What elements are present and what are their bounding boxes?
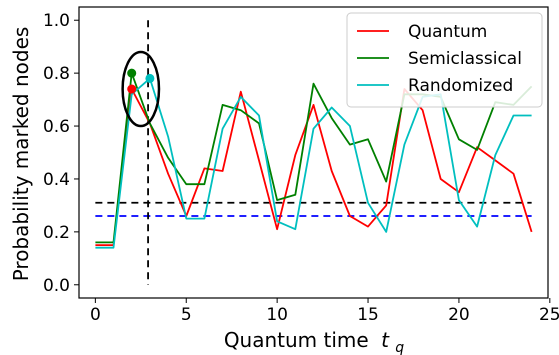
- y-tick-label: 0.8: [43, 64, 70, 84]
- legend-label-randomized: Randomized: [408, 76, 513, 96]
- x-tick-label: 15: [357, 305, 379, 325]
- legend-box: [346, 12, 543, 108]
- plot-content: [95, 20, 533, 285]
- series-line-randomized: [95, 77, 532, 249]
- y-axis: 0.0 0.2 0.4 0.6 0.8 1.0: [43, 11, 79, 296]
- y-tick-label: 0.0: [43, 276, 70, 296]
- y-tick-label: 1.0: [43, 11, 70, 31]
- y-tick-label: 0.4: [43, 170, 70, 190]
- x-axis-title-variable: t: [381, 328, 390, 352]
- x-tick-label: 10: [266, 305, 288, 325]
- x-axis: 0 5 10 15 20 25: [90, 298, 559, 325]
- highlight-point-semiclassical: [127, 68, 137, 78]
- series-line-quantum: [95, 88, 533, 247]
- x-tick-label: 25: [539, 305, 559, 325]
- x-axis-title-text: Quantum time: [224, 328, 369, 352]
- y-axis-title: Probability marked nodes: [9, 27, 33, 282]
- series-line-semiclassical: [95, 72, 533, 244]
- x-tick-label: 20: [448, 305, 470, 325]
- x-axis-title-subscript: q: [395, 340, 404, 355]
- y-tick-label: 0.6: [43, 117, 70, 137]
- x-tick-label: 0: [90, 305, 101, 325]
- plot-frame: [78, 6, 549, 299]
- highlight-point-randomized: [145, 73, 155, 83]
- legend: Quantum Semiclassical Randomized: [346, 12, 543, 108]
- x-tick-label: 5: [181, 305, 192, 325]
- annotation-ellipse: [121, 50, 161, 128]
- legend-label-semiclassical: Semiclassical: [408, 49, 522, 69]
- y-tick-label: 0.2: [43, 223, 70, 243]
- legend-label-quantum: Quantum: [408, 22, 487, 42]
- x-axis-title: Quantum time t q: [224, 328, 404, 355]
- highlight-point-quantum: [127, 84, 137, 94]
